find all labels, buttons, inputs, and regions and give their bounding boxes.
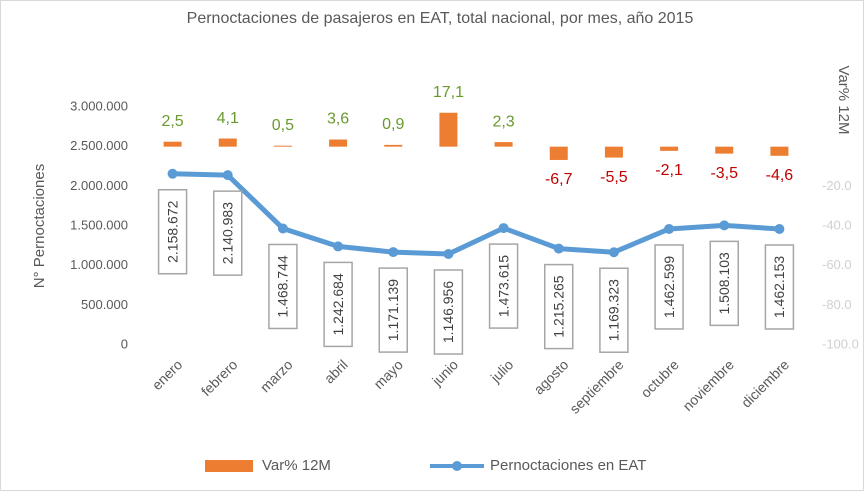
data-label-box bbox=[488, 243, 519, 329]
bar bbox=[715, 146, 734, 154]
bar-value-label: 2,5 bbox=[161, 113, 183, 130]
bar-value-label: -6,7 bbox=[545, 171, 573, 188]
bar bbox=[439, 112, 458, 147]
line-value-label: 1.242.684 bbox=[330, 273, 346, 335]
chart-title: Pernoctaciones de pasajeros en EAT, tota… bbox=[187, 10, 694, 27]
line-point bbox=[388, 247, 399, 258]
legend-label: Pernoctaciones en EAT bbox=[490, 457, 646, 474]
line-value-label: 1.169.323 bbox=[606, 279, 622, 341]
line-point bbox=[498, 223, 509, 234]
y2-tick-label: -100.0 bbox=[822, 336, 859, 351]
bar bbox=[770, 146, 789, 156]
line-point bbox=[719, 220, 730, 231]
y2-tick-label: -60.0 bbox=[822, 257, 852, 272]
bar bbox=[660, 146, 679, 151]
bar-value-label: 3,6 bbox=[327, 111, 349, 128]
line-value-label: 1.215.265 bbox=[550, 275, 566, 337]
y-tick-label: 1.500.000 bbox=[70, 217, 128, 232]
legend-label: Var% 12M bbox=[262, 457, 331, 474]
y-tick-label: 3.000.000 bbox=[70, 98, 128, 113]
line-value-label: 1.462.599 bbox=[661, 256, 677, 318]
y2-tick-label: -20.0 bbox=[822, 178, 852, 193]
bar-value-label: 4,1 bbox=[217, 110, 239, 127]
bar-value-label: 2,3 bbox=[492, 113, 514, 130]
data-label-box bbox=[213, 190, 243, 276]
bar bbox=[273, 145, 292, 147]
bar-value-label: -4,6 bbox=[766, 167, 794, 184]
line-point bbox=[774, 224, 785, 235]
y2-tick-label: -40.0 bbox=[822, 217, 852, 232]
line-point bbox=[277, 223, 288, 234]
y-tick-label: 2.000.000 bbox=[70, 178, 128, 193]
line bbox=[172, 171, 780, 257]
data-label-box bbox=[599, 267, 629, 353]
bar bbox=[604, 146, 623, 158]
line-point bbox=[443, 249, 454, 260]
bar-value-label: -2,1 bbox=[655, 162, 683, 179]
legend-swatch bbox=[452, 461, 462, 471]
data-label-box bbox=[709, 240, 739, 327]
bar bbox=[494, 142, 513, 147]
data-label-box bbox=[378, 267, 408, 353]
bar bbox=[163, 141, 182, 147]
line-point bbox=[167, 168, 178, 179]
y-tick-label: 2.500.000 bbox=[70, 138, 128, 153]
bar bbox=[549, 146, 568, 160]
line-value-label: 2.158.672 bbox=[164, 200, 180, 262]
legend-swatch bbox=[205, 460, 253, 472]
y-axis-label: N° Pernoctaciones bbox=[31, 164, 48, 288]
data-label-box bbox=[544, 263, 574, 350]
y2-tick-label: -80.0 bbox=[822, 297, 852, 312]
bar-value-label: 0,9 bbox=[382, 116, 404, 133]
line-value-label: 2.140.983 bbox=[219, 202, 235, 264]
y-tick-label: 500.000 bbox=[81, 297, 128, 312]
y-tick-label: 1.000.000 bbox=[70, 257, 128, 272]
line-point bbox=[608, 247, 619, 258]
line-point bbox=[664, 223, 675, 234]
line-point bbox=[222, 170, 233, 181]
data-label-box bbox=[433, 269, 464, 355]
line-value-label: 1.473.615 bbox=[495, 255, 511, 317]
y-tick-label: 0 bbox=[121, 336, 128, 351]
data-label-box bbox=[157, 188, 188, 275]
data-label-box bbox=[268, 243, 298, 330]
data-label-box bbox=[764, 244, 795, 330]
line-value-label: 1.146.956 bbox=[440, 281, 456, 343]
data-label-box bbox=[654, 244, 684, 330]
line-point bbox=[333, 241, 344, 252]
bar bbox=[218, 138, 237, 147]
bar bbox=[384, 144, 403, 147]
line-point bbox=[553, 243, 564, 254]
y2-axis-label: Var% 12M bbox=[835, 66, 852, 135]
bar bbox=[329, 139, 348, 147]
line-value-label: 1.468.744 bbox=[275, 255, 291, 317]
line-value-label: 1.508.103 bbox=[716, 252, 732, 314]
bar-value-label: 0,5 bbox=[272, 117, 294, 134]
bar-value-label: -5,5 bbox=[600, 169, 628, 186]
bar-value-label: 17,1 bbox=[433, 84, 464, 101]
line-value-label: 1.171.139 bbox=[385, 279, 401, 341]
bar-value-label: -3,5 bbox=[710, 165, 738, 182]
data-label-box bbox=[323, 261, 353, 348]
line-value-label: 1.462.153 bbox=[771, 256, 787, 318]
